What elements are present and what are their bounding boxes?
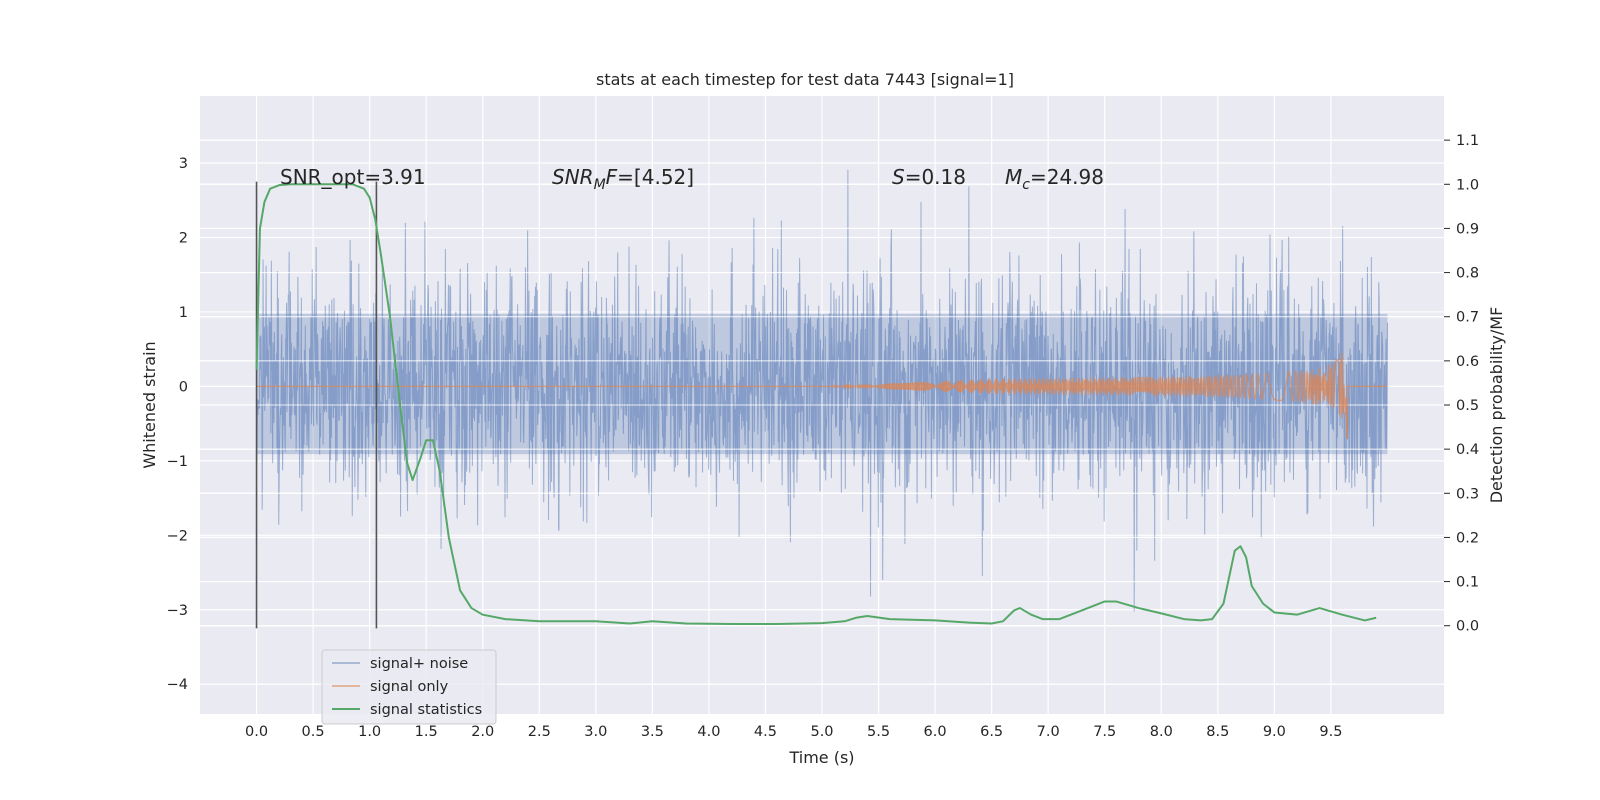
y-tick-label: 2 xyxy=(179,230,188,246)
right-y-axis-ticks: 0.0 0.1 0.2 0.3 0.4 0.5 0.6 0.7 0.8 0.9 1.0 1.1 xyxy=(1444,133,1479,635)
y-tick-label: 3 xyxy=(179,156,188,172)
right-y-tick-label: 0.1 xyxy=(1456,575,1479,591)
x-tick-label: 2.5 xyxy=(528,724,551,740)
x-tick-label: 0.0 xyxy=(245,724,268,740)
annotation-snr-mf: SNRMF=[4.52] xyxy=(552,165,694,193)
y-axis-label: Whitened strain xyxy=(140,341,159,468)
x-tick-label: 7.0 xyxy=(1037,724,1060,740)
x-tick-label: 7.5 xyxy=(1093,724,1116,740)
signal-only-line xyxy=(256,352,1388,440)
x-tick-label: 1.5 xyxy=(415,724,438,740)
x-tick-label: 3.0 xyxy=(584,724,607,740)
x-tick-label: 2.0 xyxy=(471,724,494,740)
right-y-tick-label: 1.0 xyxy=(1456,177,1479,193)
x-tick-label: 1.0 xyxy=(358,724,381,740)
y-tick-label: 1 xyxy=(179,305,188,321)
legend: signal+ noise signal only signal statist… xyxy=(321,649,497,725)
annotation-s: S=0.18 xyxy=(892,165,966,189)
right-y-tick-label: 0.8 xyxy=(1456,266,1479,282)
x-tick-label: 5.5 xyxy=(867,724,890,740)
x-tick-label: 0.5 xyxy=(302,724,325,740)
right-y-tick-label: 0.4 xyxy=(1456,442,1479,458)
y-tick-label: 0 xyxy=(179,379,188,395)
y-axis-ticks: −4 −3 −2 −1 0 1 2 3 xyxy=(167,156,188,693)
x-tick-label: 9.0 xyxy=(1263,724,1286,740)
annotations: SNR_opt=3.91 SNRMF=[4.52] S=0.18 Mc=24.9… xyxy=(280,165,1104,193)
right-y-tick-label: 0.2 xyxy=(1456,530,1479,546)
vertical-markers xyxy=(255,181,378,629)
y-tick-label: −3 xyxy=(167,603,188,619)
x-tick-label: 4.5 xyxy=(754,724,777,740)
legend-label-signal-noise: signal+ noise xyxy=(370,656,468,672)
y-tick-label: −4 xyxy=(167,677,188,693)
series-signal-statistics xyxy=(255,183,1377,625)
right-y-tick-label: 0.9 xyxy=(1456,221,1479,237)
x-tick-label: 6.0 xyxy=(924,724,947,740)
right-y-tick-label: 0.0 xyxy=(1456,619,1479,635)
legend-box xyxy=(321,649,497,725)
right-y-axis-label: Detection probability/MF xyxy=(1487,307,1506,504)
plot-area xyxy=(200,96,1444,714)
right-y-tick-label: 0.6 xyxy=(1456,354,1479,370)
legend-label-signal-statistics: signal statistics xyxy=(370,702,482,718)
x-tick-label: 8.0 xyxy=(1150,724,1173,740)
annotation-mc: Mc=24.98 xyxy=(1005,165,1104,193)
right-y-tick-label: 0.5 xyxy=(1456,398,1479,414)
x-tick-label: 3.5 xyxy=(641,724,664,740)
x-axis-label: Time (s) xyxy=(788,748,854,767)
chart-title: stats at each timestep for test data 744… xyxy=(596,70,1014,89)
x-tick-label: 4.0 xyxy=(697,724,720,740)
x-tick-label: 8.5 xyxy=(1206,724,1229,740)
x-tick-label: 9.5 xyxy=(1319,724,1342,740)
x-axis-ticks: 0.0 0.5 1.0 1.5 2.0 2.5 3.0 3.5 4.0 4.5 5.0 5.5 6.0 6… xyxy=(245,724,1342,740)
right-y-tick-label: 0.7 xyxy=(1456,310,1479,326)
legend-label-signal-only: signal only xyxy=(370,679,449,695)
signal-statistics-line xyxy=(255,183,1377,625)
right-y-tick-label: 0.3 xyxy=(1456,486,1479,502)
y-tick-label: −2 xyxy=(167,528,188,544)
right-y-tick-label: 1.1 xyxy=(1456,133,1479,149)
series-signal-only xyxy=(256,352,1388,440)
annotation-snr-opt: SNR_opt=3.91 xyxy=(280,165,426,189)
x-tick-label: 5.0 xyxy=(810,724,833,740)
x-tick-label: 6.5 xyxy=(980,724,1003,740)
y-tick-label: −1 xyxy=(167,454,188,470)
